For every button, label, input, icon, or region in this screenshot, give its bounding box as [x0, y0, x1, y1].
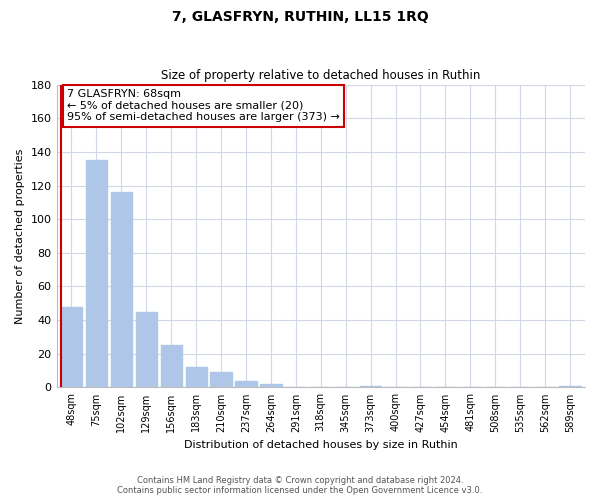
Y-axis label: Number of detached properties: Number of detached properties [15, 148, 25, 324]
Bar [111, 192, 132, 388]
Bar [235, 380, 257, 388]
X-axis label: Distribution of detached houses by size in Ruthin: Distribution of detached houses by size … [184, 440, 458, 450]
Bar [86, 160, 107, 388]
Bar [61, 306, 82, 388]
Bar [260, 384, 281, 388]
Text: 7, GLASFRYN, RUTHIN, LL15 1RQ: 7, GLASFRYN, RUTHIN, LL15 1RQ [172, 10, 428, 24]
Bar [360, 386, 381, 388]
Text: 7 GLASFRYN: 68sqm
← 5% of detached houses are smaller (20)
95% of semi-detached : 7 GLASFRYN: 68sqm ← 5% of detached house… [67, 89, 340, 122]
Title: Size of property relative to detached houses in Ruthin: Size of property relative to detached ho… [161, 69, 481, 82]
Bar [185, 367, 207, 388]
Text: Contains HM Land Registry data © Crown copyright and database right 2024.
Contai: Contains HM Land Registry data © Crown c… [118, 476, 482, 495]
Bar [211, 372, 232, 388]
Bar [161, 346, 182, 388]
Bar [136, 312, 157, 388]
Bar [559, 386, 581, 388]
